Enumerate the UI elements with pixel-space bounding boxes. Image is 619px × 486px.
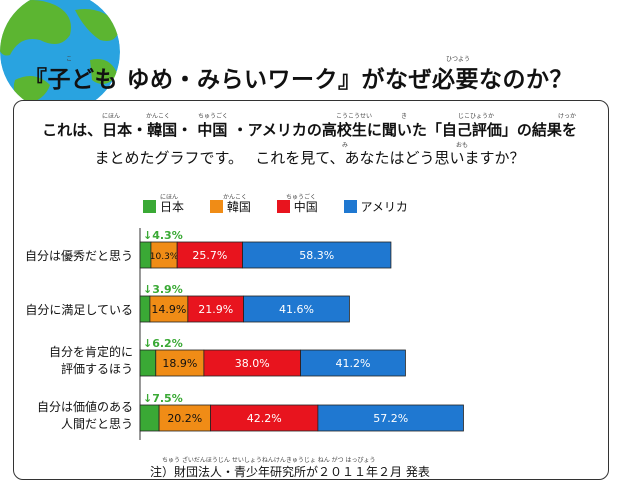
data-label: 14.9% — [151, 303, 186, 316]
legend-item-korea: 韓国 — [209, 198, 251, 215]
source-note: 注）財団法人・青少年研究所が２０１１年２月 発表 — [150, 465, 430, 479]
legend-swatch — [343, 200, 357, 213]
category-label: 人間だと思う — [61, 417, 133, 431]
bar-segment — [139, 349, 157, 377]
data-label: 10.3% — [150, 252, 179, 262]
data-label: 38.0% — [235, 357, 270, 370]
bar-segment — [203, 349, 301, 377]
bar-segment — [242, 241, 392, 269]
data-label: 18.9% — [162, 357, 197, 370]
intro-line-1: これは、日本・韓国・ 中国 ・アメリカの高校生に聞いた「自己評価」の結果を — [42, 121, 577, 139]
category-label: 自分は価値のある — [37, 399, 133, 414]
bar-segment — [210, 404, 319, 432]
category-label: 評価するほう — [61, 361, 133, 376]
legend-ruby: にほん — [160, 194, 179, 201]
bar-segment — [139, 404, 160, 432]
data-label: 20.2% — [167, 412, 202, 425]
category-label: 自分に満足している — [25, 303, 133, 317]
data-label: 42.2% — [247, 412, 282, 425]
data-label: ↓6.2% — [143, 337, 183, 350]
category-label: 自分を肯定的に — [49, 344, 133, 359]
intro-line-2: まとめたグラフです。 これを見て、あなたはどう思いますか？ — [94, 149, 525, 167]
bar-segment — [317, 404, 464, 432]
intro-ruby: こうこうせい — [336, 113, 373, 120]
title-ruby: ひつよう — [446, 56, 471, 63]
page-title: 『子ども ゆめ・みらいワーク』がなぜ必要なのか？ — [24, 67, 574, 93]
intro-ruby: にほん — [102, 113, 121, 120]
title-ruby: こ — [66, 56, 73, 63]
data-label: 41.6% — [279, 303, 314, 316]
legend-ruby: かんこく — [223, 194, 248, 201]
bar-segment — [149, 295, 189, 323]
legend-swatch — [209, 200, 223, 213]
data-label: ↓7.5% — [143, 392, 183, 405]
bar-segment — [150, 241, 178, 269]
bar-segment — [300, 349, 406, 377]
data-label: ↓4.3% — [143, 229, 183, 242]
category-label: 自分は優秀だと思う — [25, 249, 133, 263]
legend-item-china: 中国 — [276, 198, 318, 215]
intro-ruby: ちゅうごく — [198, 113, 229, 120]
bar-segment — [155, 349, 205, 377]
bar-segment — [187, 295, 244, 323]
intro-ruby: み — [342, 142, 349, 149]
data-label: 58.3% — [299, 249, 334, 262]
data-label: 41.2% — [336, 357, 371, 370]
legend-item-usa: アメリカ — [343, 198, 408, 215]
intro-ruby: じこひょうか — [458, 113, 495, 120]
legend-swatch — [143, 200, 156, 213]
legend-ruby: ちゅうごく — [286, 194, 317, 201]
legend-swatch — [276, 200, 290, 213]
intro-ruby: けっか — [558, 113, 577, 120]
chart-legend: 日本 韓国 中国 アメリカ — [143, 198, 430, 215]
intro-ruby: おも — [456, 142, 469, 149]
globe-illustration — [0, 0, 120, 110]
data-label: 57.2% — [373, 412, 408, 425]
bar-segment — [158, 404, 211, 432]
intro-ruby: かんこく — [146, 113, 171, 120]
source-ruby: ちゅう ざいだんほうじん せいしょうねんけんきゅうじょ ねん がつ はっぴょう — [162, 457, 376, 464]
data-label: 25.7% — [192, 249, 227, 262]
legend-item-japan: 日本 — [143, 198, 184, 215]
bar-segment — [139, 295, 151, 323]
data-label: 21.9% — [198, 303, 233, 316]
intro-ruby: き — [401, 113, 408, 120]
bar-segment — [243, 295, 350, 323]
data-label: ↓3.9% — [143, 283, 183, 296]
